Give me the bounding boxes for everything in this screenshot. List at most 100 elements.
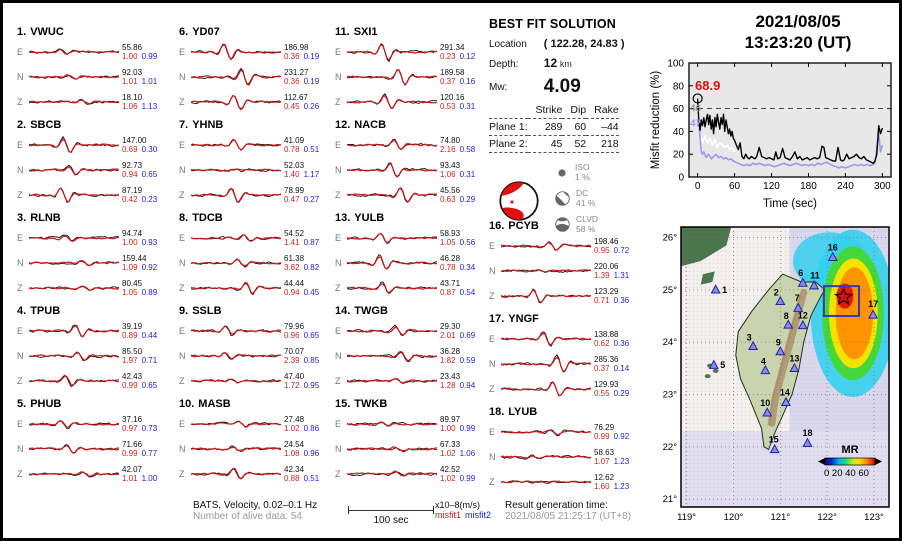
amplitude-value: 94.74 [122, 228, 143, 238]
waveform-trace [191, 186, 281, 203]
waveform-trace [501, 453, 591, 460]
channel-label: E [17, 418, 24, 429]
map-station-triangle-1 [710, 284, 721, 294]
misfit1-value: 0.99 [122, 448, 138, 458]
waveform-trace [501, 428, 591, 436]
map-station-triangle-3 [748, 340, 759, 351]
misfit1-value: 1.09 [122, 262, 138, 272]
misfit1-value: 0.71 [594, 295, 610, 305]
channel-row-E: E 147.00 0.69 0.30 [17, 132, 175, 157]
waveform-trace [29, 443, 119, 454]
station-block-TWGB: 14. TWGB E 29.30 2.01 0.69 N 36.28 1.82 0.59 Z 23.4… [335, 304, 493, 393]
channel-row-Z: Z 45.56 0.63 0.29 [335, 182, 493, 207]
waveform-column-3: 11. SXI1 E 291.34 0.23 0.12 N 189.58 0.37 0.16 Z 12… [335, 25, 493, 490]
misfit2-value: 0.51 [303, 473, 320, 483]
channel-label: E [335, 418, 342, 429]
channel-row-N: N 71.66 0.99 0.77 [17, 436, 175, 461]
channel-values: 42.52 1.02 0.99 [440, 465, 492, 483]
svg-text:121°: 121° [770, 512, 790, 523]
map-colorbar: MR 0 20 40 60 [818, 444, 882, 479]
waveform-trace [191, 138, 281, 151]
misfit2-value: 0.26 [303, 101, 320, 111]
channel-label: N [179, 71, 186, 82]
station-header: 15. TWKB [335, 397, 493, 411]
channel-values: 67.33 1.02 1.06 [440, 440, 492, 458]
amplitude-value: 61.38 [284, 253, 305, 263]
amplitude-value: 45.56 [440, 185, 461, 195]
channel-values: 71.66 0.99 0.77 [122, 440, 174, 458]
svg-text:300: 300 [874, 181, 891, 192]
waveform-trace [29, 470, 119, 477]
channel-row-N: N 61.38 3.82 0.82 [179, 250, 337, 275]
waveform-trace [347, 186, 437, 203]
svg-text:60: 60 [673, 104, 685, 115]
misfit1-value: 0.88 [284, 473, 300, 483]
nodal-plane-table: Strike Dip Rake Plane 1: 289 60 –44 Plan… [489, 104, 619, 153]
channel-row-N: N 285.36 0.37 0.14 [489, 351, 647, 376]
channel-label: Z [489, 290, 495, 301]
amplitude-value: 29.30 [440, 321, 461, 331]
waveform-trace [191, 467, 281, 480]
channel-label: Z [335, 282, 341, 293]
channel-label: N [179, 257, 186, 268]
amplitude-value: 47.40 [284, 371, 305, 381]
station-block-LYUB: 18. LYUB E 76.29 0.99 0.92 N 58.63 1.07 1.23 Z 12.6… [489, 405, 647, 494]
channel-values: 37.16 0.97 0.73 [122, 415, 174, 433]
channel-label: N [489, 358, 496, 369]
svg-text:80: 80 [673, 81, 685, 92]
amplitude-value: 85.50 [122, 346, 143, 356]
svg-text:0 20 40 60: 0 20 40 60 [824, 468, 869, 479]
map-station-label-6: 6 [798, 268, 803, 278]
channel-row-E: E 29.30 2.01 0.69 [335, 318, 493, 343]
channel-label: Z [17, 96, 23, 107]
misfit1-value: 1.72 [284, 380, 300, 390]
station-name: YHNB [192, 119, 224, 131]
channel-label: N [179, 443, 186, 454]
amplitude-value: 36.28 [440, 346, 461, 356]
channel-values: 159.44 1.09 0.92 [122, 254, 174, 272]
channel-values: 147.00 0.69 0.30 [122, 136, 174, 154]
misfit1-value: 1.00 [440, 423, 456, 433]
plane1-row: Plane 1: 289 60 –44 [489, 118, 619, 136]
location-row: Location ( 122.28, 24.83 ) [489, 38, 643, 50]
waveform-trace [347, 253, 437, 270]
misfit2-value: 0.73 [141, 423, 158, 433]
channel-values: 76.29 0.99 0.92 [594, 423, 646, 441]
channel-label: Z [179, 282, 185, 293]
depth-value: 12 [543, 56, 558, 70]
station-number: 15. [335, 398, 351, 410]
channel-row-E: E 89.97 1.00 0.99 [335, 411, 493, 436]
misfit2-value: 0.65 [141, 169, 158, 179]
map-station-triangle-13 [789, 362, 800, 373]
misfit2-value: 1.00 [141, 473, 158, 483]
misfit2-value: 0.19 [303, 51, 320, 61]
misfit2-value: 0.36 [613, 338, 630, 348]
station-number: 10. [179, 398, 195, 410]
amplitude-value: 24.54 [284, 439, 305, 449]
map-station-label-11: 11 [810, 271, 820, 281]
amplitude-value: 71.66 [122, 439, 143, 449]
amplitude-value: 189.58 [440, 67, 465, 77]
waveform-trace [347, 324, 437, 336]
iso-icon [558, 168, 566, 177]
station-header: 14. TWGB [335, 304, 493, 318]
misfit2-value: 0.92 [613, 431, 630, 441]
channel-label: Z [179, 375, 185, 386]
station-block-TPUB: 4. TPUB E 39.19 0.89 0.44 N 85.50 1.97 0.71 Z 42.43… [17, 304, 175, 393]
depth-unit: km [559, 59, 572, 69]
waveform-trace [191, 377, 281, 384]
misfit1-value: 2.16 [440, 144, 456, 154]
channel-row-Z: Z 42.07 1.01 1.00 [17, 461, 175, 486]
amplitude-value: 44.44 [284, 278, 305, 288]
misfit1-value: 1.40 [284, 169, 300, 179]
plane2-row: Plane 2: 45 52 218 [489, 135, 619, 153]
channel-row-N: N 46.28 0.78 0.34 [335, 250, 493, 275]
clvd-icon [555, 217, 570, 232]
map-station-label-12: 12 [798, 310, 808, 320]
channel-values: 61.38 3.82 0.82 [284, 254, 336, 272]
channel-values: 93.43 1.06 0.31 [440, 161, 492, 179]
channel-row-N: N 159.44 1.09 0.92 [17, 250, 175, 275]
channel-label: E [335, 325, 342, 336]
misfit1-value: 0.23 [440, 51, 456, 61]
channel-values: 80.45 1.05 0.89 [122, 279, 174, 297]
